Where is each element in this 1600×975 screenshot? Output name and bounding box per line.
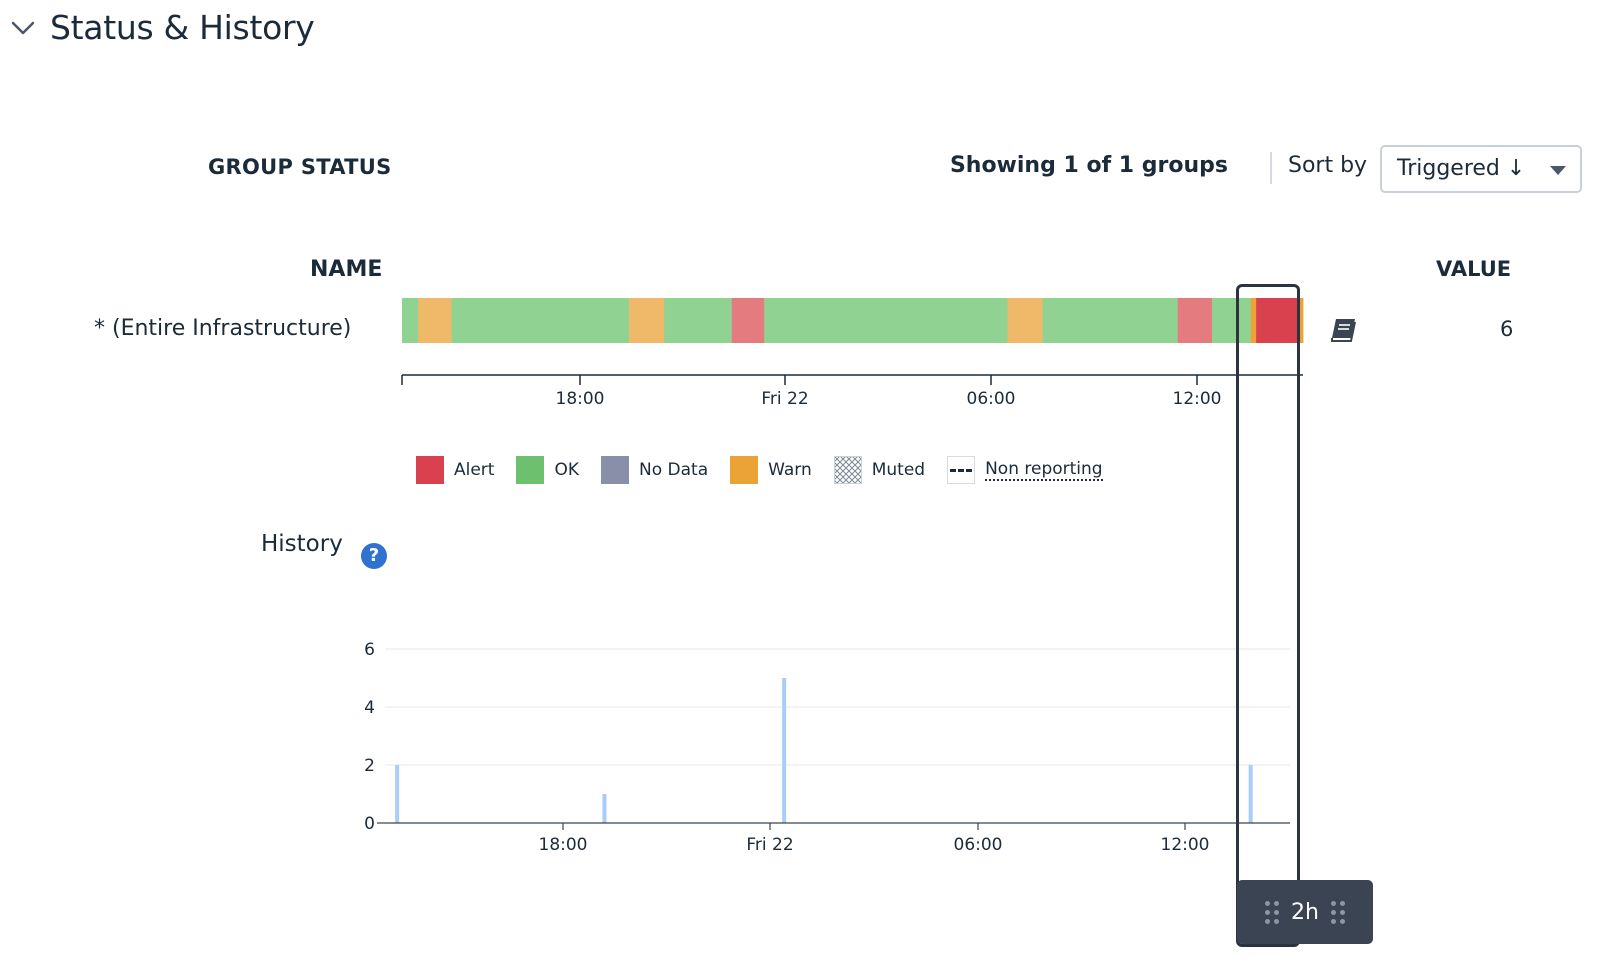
legend-label: Muted [871,460,926,480]
timeline-tick-label: 06:00 [967,389,1016,409]
legend-label: Warn [768,460,812,480]
y-tick-label: 4 [364,698,375,718]
status-legend: Alert OK No Data Warn Muted Non reportin… [416,456,1125,484]
legend-warn: Warn [730,456,812,484]
timeline-tick-label: Fri 22 [761,389,808,409]
status-segment-alert[interactable] [1177,298,1213,343]
x-tick-label: Fri 22 [746,835,793,855]
history-bar[interactable] [395,765,400,823]
divider [1270,152,1272,184]
alert-swatch [416,456,444,484]
status-segment-ok[interactable] [1042,298,1179,343]
value-column-header: VALUE [1436,257,1512,281]
legend-label: No Data [639,460,709,480]
history-bars [395,678,1253,823]
timeline-tick-label: 18:00 [556,389,605,409]
status-segment-ok[interactable] [664,298,733,343]
history-bar[interactable] [602,794,607,823]
muted-swatch [833,456,862,484]
status-segment-ok[interactable] [764,298,1008,343]
caret-down-icon [1550,166,1566,175]
y-tick-label: 0 [364,814,375,834]
x-tick-label: 18:00 [539,835,588,855]
status-segment-warn[interactable] [629,298,665,343]
x-tick-label: 06:00 [954,835,1003,855]
legend-alert: Alert [416,456,494,484]
ok-swatch [516,456,545,484]
y-gridlines [385,648,1290,766]
legend-label: OK [554,460,579,480]
y-tick-label: 2 [364,756,375,776]
history-bar[interactable] [782,678,787,823]
legend-no-data: No Data [601,456,708,484]
status-segment-ok[interactable] [402,298,419,343]
status-timeline[interactable]: 18:00 Fri 22 06:00 12:00 [400,298,1305,418]
chevron-down-icon[interactable] [10,15,36,41]
book-icon[interactable] [1329,316,1359,344]
sort-selected-value: Triggered ↓ [1397,156,1526,181]
legend-non-reporting: Non reporting [947,456,1103,484]
range-drag-handle[interactable]: 2h [1237,880,1373,944]
history-title: History [261,531,343,557]
status-segment-warn[interactable] [1007,298,1044,343]
non-reporting-swatch [947,456,976,484]
legend-label: Alert [454,460,495,480]
time-range-selector[interactable] [1236,284,1300,947]
range-label: 2h [1291,899,1319,925]
section-header[interactable]: Status & History [10,8,315,47]
status-segment-alert[interactable] [1256,298,1299,343]
legend-label[interactable]: Non reporting [985,459,1103,481]
sort-dropdown[interactable]: Triggered ↓ [1380,145,1582,193]
status-segment-warn[interactable] [1250,298,1257,343]
y-tick-label: 6 [364,640,375,660]
status-segment-ok[interactable] [1211,298,1252,343]
legend-muted: Muted [833,456,926,484]
group-status-title: GROUP STATUS [208,155,392,179]
group-value: 6 [1500,317,1514,341]
section-title: Status & History [50,8,315,47]
no-data-swatch [601,456,629,484]
legend-ok: OK [516,456,579,484]
drag-grip-icon [1330,900,1345,924]
sort-by-label: Sort by [1288,153,1368,178]
status-segment-ok[interactable] [451,298,630,343]
group-name[interactable]: * (Entire Infrastructure) [94,316,352,341]
status-segments [402,298,1304,343]
showing-count: Showing 1 of 1 groups [949,153,1228,178]
question-circle-icon[interactable]: ? [361,543,387,569]
status-segment-warn[interactable] [418,298,452,343]
history-chart: 6 4 2 0 18:00 Fri 22 06:00 12:00 [364,640,1290,855]
warn-swatch [730,456,759,484]
drag-grip-icon [1265,900,1280,924]
timeline-tick-label: 12:00 [1173,389,1222,409]
status-segment-alert[interactable] [731,298,765,343]
status-segment-warn[interactable] [1298,298,1304,343]
name-column-header: NAME [310,257,383,282]
history-bar[interactable] [1248,765,1253,823]
x-tick-label: 12:00 [1161,835,1210,855]
